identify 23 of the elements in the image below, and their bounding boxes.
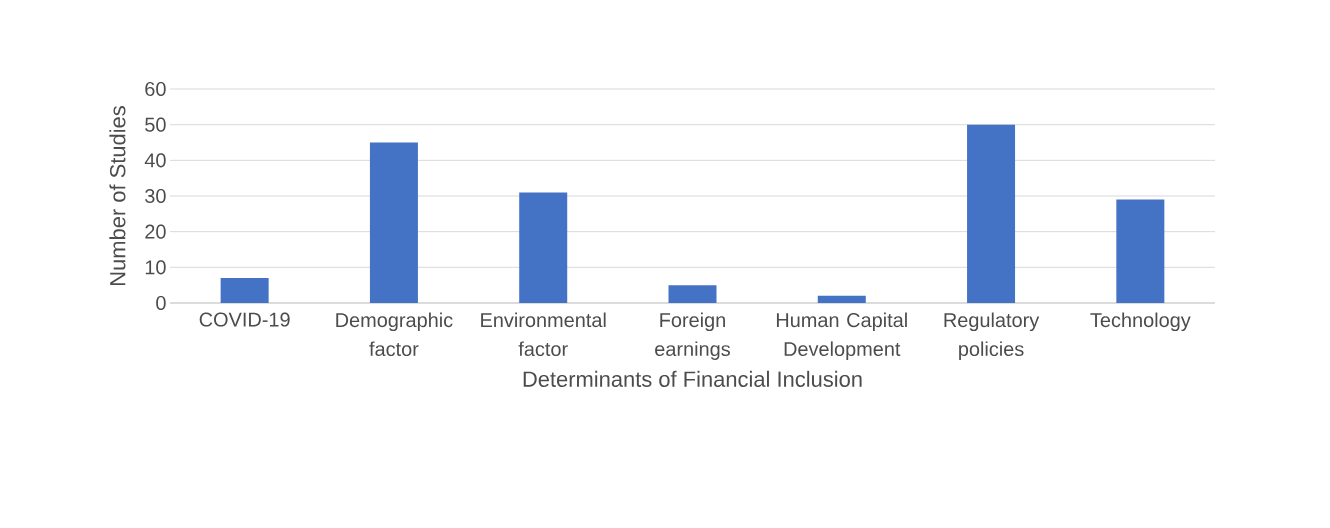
- bar: [817, 295, 866, 303]
- bar: [369, 142, 418, 303]
- x-tick-label: Regulatory policies: [944, 312, 1040, 360]
- bar: [967, 124, 1016, 303]
- x-tick-label: Technology: [1090, 312, 1191, 332]
- x-tick-label: COVID-19: [199, 312, 290, 327]
- y-tick-label: 50: [145, 117, 166, 132]
- x-tick-label: Environmental factor: [481, 312, 606, 357]
- y-tick-label: 40: [144, 153, 166, 168]
- y-tick-label: 10: [145, 260, 166, 275]
- bar: [519, 192, 568, 303]
- y-tick-label: 0: [156, 295, 166, 311]
- y-tick-label: 60: [145, 81, 166, 97]
- bar: [1116, 199, 1165, 303]
- y-axis-title: Number of Studies: [109, 106, 126, 285]
- bar: [220, 278, 269, 303]
- bar: [668, 285, 717, 303]
- y-tick-label: 30: [145, 188, 166, 204]
- x-tick-label: Demographic factor: [336, 312, 453, 357]
- x-tick-label: Human Capital Development: [776, 312, 907, 360]
- y-tick-label: 20: [145, 224, 166, 239]
- x-axis-title: Determinants of Financial Inclusion: [523, 370, 862, 387]
- x-tick-label: Foreign earnings: [655, 312, 730, 360]
